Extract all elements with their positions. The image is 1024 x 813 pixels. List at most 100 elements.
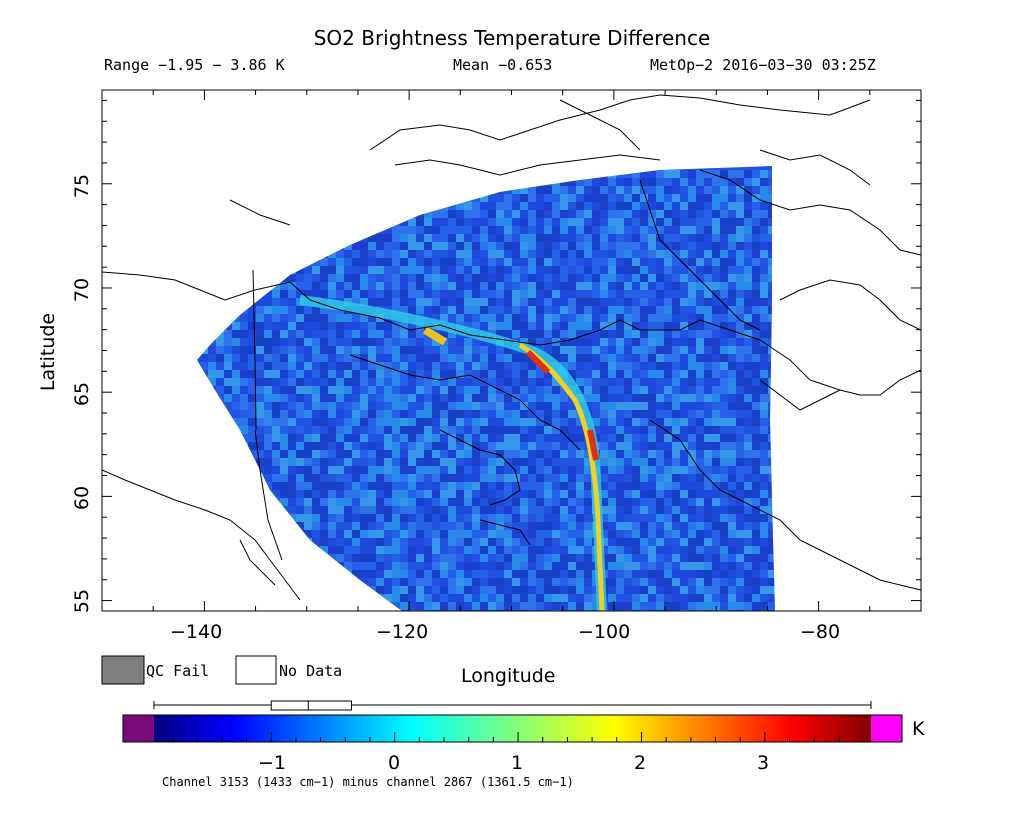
swath-cell xyxy=(608,314,616,322)
swath-cell xyxy=(416,306,424,314)
swath-cell xyxy=(488,586,496,594)
swath-cell xyxy=(632,346,640,354)
swath-cell xyxy=(336,410,344,418)
swath-cell xyxy=(360,434,368,442)
swath-cell xyxy=(752,330,760,338)
swath-cell xyxy=(544,186,552,194)
swath-cell xyxy=(600,354,608,362)
swath-cell xyxy=(664,602,672,610)
swath-cell xyxy=(344,514,352,522)
swath-cell xyxy=(208,586,216,594)
swath-cell xyxy=(352,282,360,290)
swath-cell xyxy=(608,434,616,442)
swath-cell xyxy=(536,410,544,418)
swath-cell xyxy=(376,514,384,522)
swath-cell xyxy=(328,274,336,282)
swath-cell xyxy=(568,578,576,586)
swath-cell xyxy=(272,338,280,346)
swath-cell xyxy=(616,202,624,210)
swath-cell xyxy=(704,282,712,290)
swath-cell xyxy=(264,362,272,370)
swath-cell xyxy=(664,594,672,602)
swath-cell xyxy=(648,258,656,266)
swath-cell xyxy=(480,346,488,354)
swath-cell xyxy=(200,306,208,314)
swath-cell xyxy=(752,242,760,250)
swath-cell xyxy=(336,194,344,202)
swath-cell xyxy=(672,538,680,546)
swath-cell xyxy=(544,578,552,586)
swath-cell xyxy=(656,562,664,570)
swath-cell xyxy=(320,354,328,362)
swath-cell xyxy=(504,530,512,538)
swath-cell xyxy=(400,554,408,562)
swath-cell xyxy=(320,274,328,282)
swath-cell xyxy=(696,474,704,482)
swath-cell xyxy=(720,298,728,306)
swath-cell xyxy=(536,450,544,458)
swath-cell xyxy=(512,234,520,242)
swath-cell xyxy=(200,530,208,538)
swath-cell xyxy=(552,322,560,330)
swath-cell xyxy=(712,378,720,386)
swath-cell xyxy=(656,602,664,610)
swath-cell xyxy=(568,322,576,330)
swath-cell xyxy=(408,594,416,602)
swath-cell xyxy=(360,274,368,282)
swath-cell xyxy=(648,418,656,426)
swath-cell xyxy=(296,234,304,242)
swath-cell xyxy=(400,490,408,498)
swath-cell xyxy=(656,186,664,194)
swath-cell xyxy=(392,266,400,274)
swath-cell xyxy=(304,530,312,538)
swath-cell xyxy=(464,554,472,562)
swath-cell xyxy=(464,418,472,426)
swath-cell xyxy=(720,514,728,522)
swath-cell xyxy=(512,330,520,338)
swath-cell xyxy=(408,330,416,338)
swath-cell xyxy=(560,346,568,354)
swath-cell xyxy=(592,234,600,242)
swath-cell xyxy=(304,490,312,498)
swath-cell xyxy=(448,394,456,402)
swath-cell xyxy=(328,514,336,522)
swath-cell xyxy=(472,554,480,562)
swath-cell xyxy=(488,514,496,522)
swath-cell xyxy=(208,594,216,602)
swath-cell xyxy=(312,338,320,346)
swath-cell xyxy=(424,546,432,554)
swath-cell xyxy=(368,570,376,578)
swath-cell xyxy=(496,482,504,490)
swath-cell xyxy=(680,266,688,274)
swath-cell xyxy=(616,586,624,594)
swath-cell xyxy=(768,402,775,410)
swath-cell xyxy=(768,370,775,378)
swath-cell xyxy=(616,394,624,402)
swath-cell xyxy=(328,586,336,594)
swath-cell xyxy=(472,282,480,290)
y-tick-label: 60 xyxy=(71,485,94,511)
swath-cell xyxy=(328,322,336,330)
swath-cell xyxy=(528,554,536,562)
swath-cell xyxy=(200,554,208,562)
swath-cell xyxy=(416,490,424,498)
swath-cell xyxy=(712,346,720,354)
swath-cell xyxy=(616,546,624,554)
swath-cell xyxy=(688,386,696,394)
swath-cell xyxy=(632,218,640,226)
swath-cell xyxy=(648,474,656,482)
swath-cell xyxy=(496,394,504,402)
swath-cell xyxy=(616,530,624,538)
swath-cell xyxy=(352,194,360,202)
swath-cell xyxy=(376,298,384,306)
swath-cell xyxy=(680,250,688,258)
swath-cell xyxy=(312,570,320,578)
swath-cell xyxy=(680,242,688,250)
swath-cell xyxy=(480,274,488,282)
swath-cell xyxy=(240,402,248,410)
swath-cell xyxy=(728,250,736,258)
swath-cell xyxy=(416,530,424,538)
swath-cell xyxy=(280,250,288,258)
swath-cell xyxy=(392,210,400,218)
swath-cell xyxy=(536,514,544,522)
